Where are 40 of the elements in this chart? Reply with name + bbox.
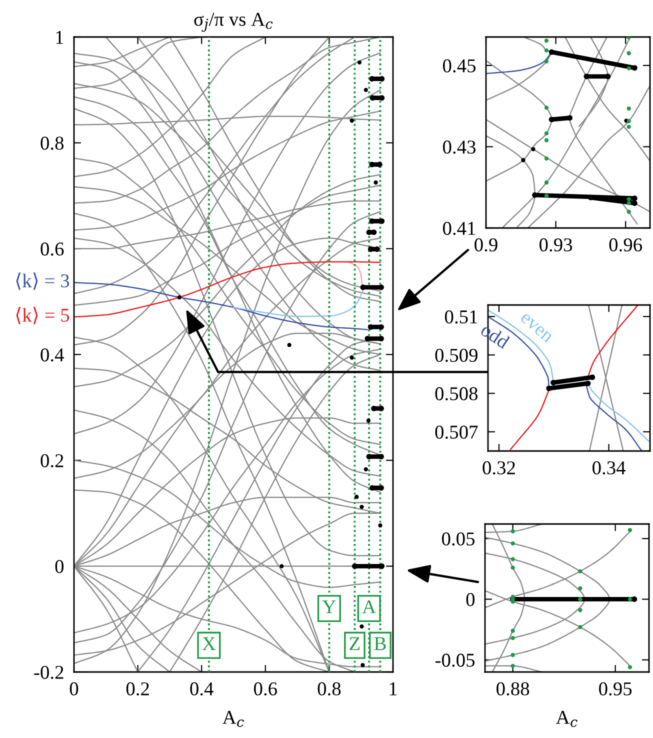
y-tick-label: 0 — [466, 593, 475, 606]
y-tick-label: 0.508 — [435, 387, 478, 400]
y-tick-label: 0.509 — [435, 348, 478, 362]
ref-line-label: Y — [322, 600, 336, 614]
x-tick-label: 0.9 — [474, 238, 498, 252]
y-tick-label: 0 — [55, 560, 64, 574]
x-tick-label: 0.95 — [599, 682, 632, 696]
x-tick-label: 0.8 — [318, 682, 341, 696]
x-tick-label: 1 — [390, 682, 397, 696]
ref-line-label: Z — [350, 637, 360, 650]
y-tick-label: -0.05 — [436, 654, 475, 667]
x-tick-label: 0.93 — [540, 238, 572, 252]
x-tick-label: 0 — [70, 682, 78, 696]
y-tick-label: 1 — [56, 30, 64, 44]
y-tick-label: -0.2 — [34, 666, 64, 680]
text: odd — [480, 322, 511, 350]
y-tick-label: 0.8 — [40, 136, 64, 150]
y-tick-label: 0.45 — [442, 59, 476, 72]
y-tick-label: 0.43 — [442, 140, 476, 154]
x-tick-label: 0.32 — [482, 461, 515, 474]
y-tick-label: 0.4 — [40, 348, 64, 362]
x-tick-label: 0.96 — [609, 238, 642, 252]
series-label: ⟨k⟩ = 3 — [16, 272, 70, 290]
ref-line-label: X — [202, 637, 216, 650]
ref-line-label: B — [374, 637, 386, 650]
series-label: ⟨k⟩ = 5 — [16, 306, 70, 324]
y-tick-label: 0.05 — [442, 532, 475, 546]
y-tick-label: 0.51 — [444, 310, 478, 324]
x-tick-label: 0.2 — [126, 682, 149, 696]
y-tick-label: 0.507 — [435, 426, 478, 439]
text: even — [520, 312, 553, 344]
x-tick-label: 0.6 — [254, 682, 277, 696]
chart-title: σ$_{j}$/π vs A$_{c}$ — [194, 12, 273, 32]
ref-line-label: A — [362, 600, 376, 614]
x-axis-title: A$_{c}$ — [556, 710, 578, 727]
y-tick-label: 0.41 — [442, 222, 476, 236]
x-axis-title: A$_{c}$ — [222, 710, 244, 727]
x-tick-label: 0.88 — [496, 682, 530, 696]
x-tick-label: 0.34 — [592, 461, 626, 474]
x-tick-label: 0.4 — [190, 682, 214, 696]
